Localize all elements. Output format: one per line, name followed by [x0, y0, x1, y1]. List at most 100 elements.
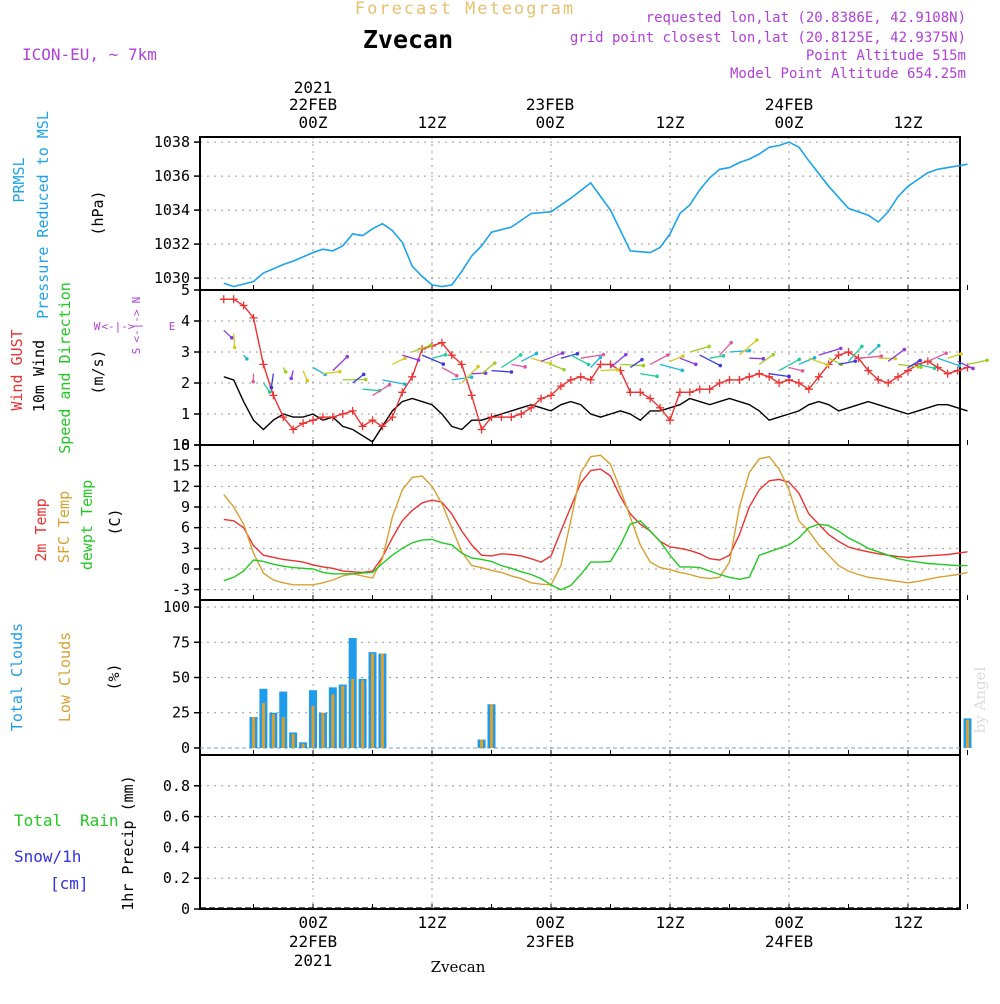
wind-arrow-head [284, 370, 288, 374]
wind-arrow [650, 355, 668, 364]
wind-arrow-head [338, 370, 342, 374]
wind-arrow-head [251, 380, 255, 384]
wind-arrow [323, 372, 340, 374]
pressure-unit: (hPa) [89, 190, 107, 235]
low-cloud-bar [312, 706, 315, 748]
gust-marker [408, 373, 416, 381]
low-cloud-bar [302, 744, 305, 748]
wind-arrow-head [877, 344, 881, 348]
y-tick-label: -3 [172, 581, 190, 599]
wind-arrow [769, 374, 789, 377]
y-tick-label: 1032 [154, 235, 190, 253]
y-tick-label: 50 [172, 669, 190, 687]
wind-arrow-head [694, 362, 698, 366]
wind-arrow [660, 364, 682, 370]
low-cloud-bar [381, 654, 384, 748]
y-tick-label: 25 [172, 704, 190, 722]
wind-arrow-head [388, 383, 392, 387]
requested-coords: requested lon,lat (20.8386E, 42.9108N) [646, 10, 966, 26]
bottom-date-3: 24FEB [765, 932, 813, 951]
top-date-1: 22FEB [289, 95, 337, 114]
wind-arrow-head [880, 354, 884, 358]
panel-frame [200, 445, 960, 600]
pressure-line [224, 142, 968, 287]
wind-arrow [234, 333, 235, 347]
gust-marker [359, 422, 367, 430]
wind-arrow-head [602, 353, 606, 357]
wind-arrow-head [971, 367, 975, 371]
station-title: Zvecan [363, 25, 453, 54]
gridpoint-coords: grid point closest lon,lat (20.8125E, 42… [570, 30, 966, 46]
low-cloud-bar [321, 713, 324, 748]
gust-marker [230, 295, 238, 303]
top-tick-label: 00Z [536, 113, 565, 132]
compass-south: S [130, 348, 143, 355]
wind-arrow-head [362, 373, 366, 377]
compass-west: W [94, 320, 101, 333]
y-tick-label: 3 [181, 539, 190, 557]
wind-arrow-head [860, 345, 864, 349]
compass-arrow-h: <-|-> [101, 320, 134, 333]
bottom-tick-label: 00Z [299, 913, 328, 932]
y-tick-label: 0.8 [163, 777, 190, 795]
wind-arrow-head [985, 358, 989, 362]
y-tick-label: 0 [181, 900, 190, 918]
wind-arrow [938, 358, 960, 365]
wind-arrow-head [826, 363, 830, 367]
wind-arrow-head [441, 362, 445, 366]
wind-arrow-head [958, 364, 962, 368]
gust-marker [775, 379, 783, 387]
wind-arrow-head [666, 353, 670, 357]
wind-arrow-head [403, 356, 407, 360]
wind-line [224, 377, 968, 442]
wind-arrow-head [493, 361, 497, 365]
wind-arrow-head [562, 368, 566, 372]
y-tick-label: 15 [172, 457, 190, 475]
y-tick-label: 1 [181, 405, 190, 423]
low-cloud-bar [351, 679, 354, 748]
gust-marker [220, 295, 228, 303]
wind-arrow [511, 364, 525, 366]
wind-arrow-head [640, 358, 644, 362]
wind-arrow-head [755, 338, 759, 342]
wind-arrow-head [771, 353, 775, 357]
y-tick-label: 0 [181, 560, 190, 578]
wind-arrow [858, 356, 881, 358]
wind-arrow-head [839, 347, 843, 351]
y-tick-label: 18 [172, 436, 190, 454]
wind-arrow [551, 364, 564, 369]
gust-marker [259, 360, 267, 368]
wind-arrow-head [797, 358, 801, 362]
low-clouds-label: Low Clouds [56, 632, 74, 722]
bottom-time-axis: 00Z 12Z 00Z 12Z 00Z 12Z 22FEB 23FEB 24FE… [289, 913, 923, 970]
sfc-label: SFC Temp [55, 491, 73, 563]
bottom-year: 2021 [294, 951, 333, 970]
wind-arrow-head [642, 364, 646, 368]
top-tick-label: 00Z [299, 113, 328, 132]
gust-marker [626, 388, 634, 396]
wind-arrow-head [681, 354, 685, 358]
panel-4: 00.20.40.60.8 [163, 755, 968, 918]
y-tick-label: 5 [181, 281, 190, 299]
point-altitude: Point Altitude 515m [806, 48, 966, 64]
wind-arrow [789, 368, 803, 371]
t2m-line [224, 469, 968, 572]
wind-arrow-head [535, 352, 539, 356]
y-tick-label: 4 [181, 312, 190, 330]
wind-arrow-head [403, 382, 407, 386]
y-tick-label: 1034 [154, 201, 190, 219]
wind-arrow-head [587, 363, 591, 367]
gust-marker [299, 419, 307, 427]
pressure-label: Pressure Reduced to MSL [34, 111, 52, 319]
wind-arrow-head [707, 345, 711, 349]
wind-arrow [690, 346, 709, 352]
wind-arrow-head [245, 357, 249, 361]
clouds-unit: (%) [105, 663, 123, 690]
wind-arrow-head [364, 378, 368, 382]
panel-frame [200, 755, 960, 909]
y-tick-label: 1038 [154, 133, 190, 151]
wind-arrow-head [959, 352, 963, 356]
panel-frame [200, 137, 960, 290]
